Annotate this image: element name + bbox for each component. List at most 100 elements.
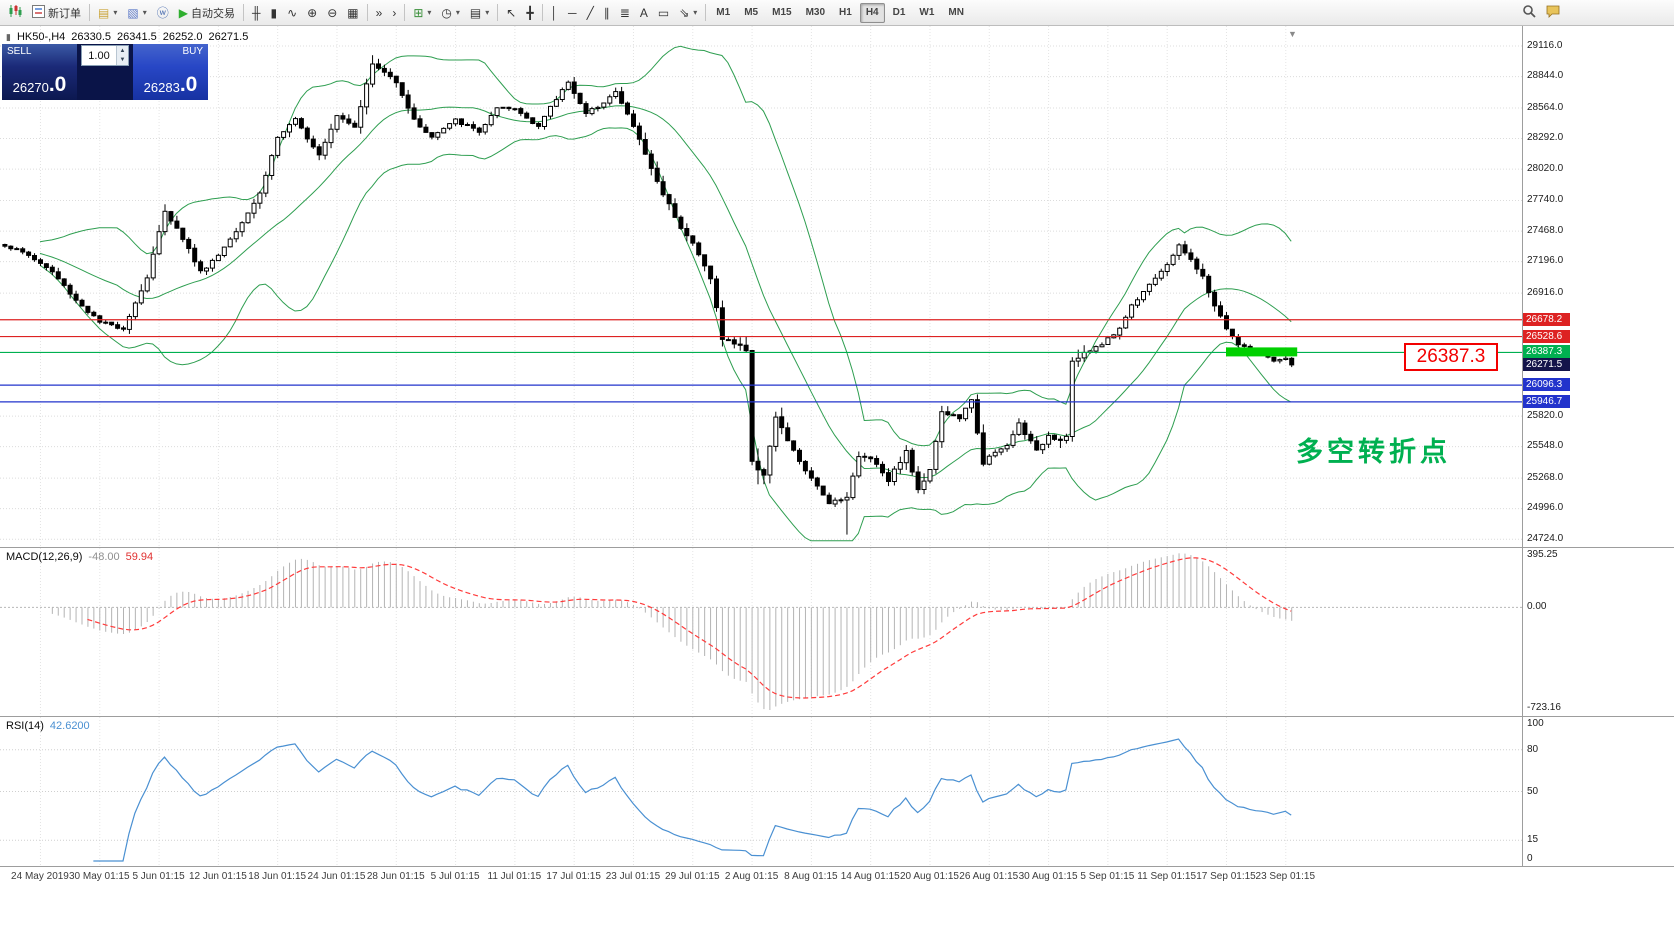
sell-button[interactable]: SELL 26270.0 [2,44,77,100]
horizontal-line-button[interactable]: ─ [563,2,582,24]
sell-label: SELL [7,46,32,57]
sell-price: 26270.0 [12,73,67,97]
profiles-icon[interactable]: ▧ ▾ [122,2,151,24]
timeframe-m1-button[interactable]: M1 [716,7,731,18]
crosshair-button: ╋ [526,5,534,20]
text-label-button[interactable]: ▭ [653,2,674,24]
cursor-button: ↖ [506,5,517,20]
auto-scroll-button[interactable]: » [371,2,388,24]
timeframe-h4-button[interactable]: H4 [859,2,885,23]
price-scale-tick: 25820.0 [1527,409,1564,421]
templates-button-dropdown-arrow: ▾ [485,8,490,17]
toolbar-separator [366,4,368,21]
scroll-to-end-icon: ▼ [1288,29,1297,39]
pane-separator[interactable] [0,547,1674,548]
price-callout[interactable]: 26387.3 [1404,343,1498,371]
buy-button[interactable]: BUY 26283.0 [133,44,208,100]
new-order-button [32,4,45,21]
macd-pane[interactable] [0,548,1522,716]
rsi-pane[interactable] [0,717,1522,866]
date-axis-label: 5 Jul 01:15 [430,871,480,882]
volume-decrease-button[interactable]: ▼ [117,55,128,65]
date-axis-label: 5 Jun 01:15 [132,871,185,882]
indicators-button-dropdown-arrow: ▾ [427,8,432,17]
tile-windows-icon: ▦ [347,5,359,20]
date-axis-label: 29 Jul 01:15 [665,871,720,882]
price-scale-tick: 24724.0 [1527,532,1564,544]
chart-header: ▮ HK50-,H4 26330.5 26341.5 26252.0 26271… [6,31,248,43]
new-chart-icon[interactable]: ▤ ▾ [93,2,122,24]
zoom-out-button[interactable]: ⊖ [322,2,342,24]
templates-button[interactable]: ▤ ▾ [465,2,494,24]
macd-signal-value: 59.94 [125,551,154,563]
tile-windows-icon[interactable]: ▦ [342,2,363,24]
crosshair-button[interactable]: ╋ [521,2,538,24]
volume-box: ▲ ▼ [77,44,133,100]
toolbar: 新订单 ▤ ▾ ▧ ▾ ⓦ ▶ 自动交易 ╫ ▮ ∿ ⊕ ⊖ ▦» › ⊞ ▾ ◷ ▾ ▤ ▾ ↖ ╋ │ ─ ╱ ∥ ≣ A ▭ ⇘ ▾ M1… [0,0,1674,26]
trendline-button[interactable]: ╱ [582,2,599,24]
toolbar-separator [541,4,543,21]
date-axis-label: 11 Sep 01:15 [1137,871,1197,882]
volume-increase-button[interactable]: ▲ [117,46,128,56]
channel-button[interactable]: ∥ [599,2,615,24]
chart-shift-button[interactable]: › [387,2,401,24]
price-scale-tick: 27196.0 [1527,255,1564,267]
channel-button: ∥ [603,5,610,20]
date-axis-label: 17 Jul 01:15 [546,871,601,882]
price-scale-tick: 27740.0 [1527,194,1564,206]
auto-trading-button-label: 自动交易 [190,7,235,20]
search-icon[interactable] [1517,2,1541,24]
arrows-button[interactable]: ⇘ ▾ [674,2,702,24]
candle-chart-button[interactable]: ▮ [265,2,282,24]
candle-icon: ▮ [6,31,11,42]
pane-separator[interactable] [0,866,1674,867]
text-button[interactable]: A [635,2,653,24]
data-window-icon[interactable]: ⓦ [152,2,174,24]
pane-separator[interactable] [0,716,1674,717]
date-axis-label: 24 Jun 01:15 [307,871,366,882]
turning-point-label[interactable]: 多空转折点 [1296,437,1451,467]
symbol-period-label: HK50-,H4 [16,31,66,43]
date-axis-label: 30 May 01:15 [68,871,130,882]
vertical-line-button[interactable]: │ [546,2,564,24]
auto-trading-button[interactable]: ▶ 自动交易 [174,2,240,24]
date-axis-label: 12 Jun 01:15 [188,871,247,882]
new-chart-icon: ▤ [98,5,110,20]
line-chart-button[interactable]: ∿ [282,2,302,24]
timeframe-m5-button[interactable]: M5 [744,7,759,18]
new-order-button[interactable]: 新订单 [27,2,86,24]
text-label-button: ▭ [657,5,670,20]
indicators-button[interactable]: ⊞ ▾ [408,2,436,24]
macd-scale-tick: 0.00 [1527,601,1547,613]
cursor-button[interactable]: ↖ [501,2,521,24]
toolbar-separator [705,4,707,21]
timeframe-w1-button[interactable]: W1 [919,7,935,18]
periods-button-dropdown-arrow: ▾ [455,8,460,17]
zoom-out-button: ⊖ [327,5,338,20]
chat-icon[interactable] [1541,2,1565,24]
timeframe-m15-button[interactable]: M15 [772,7,792,18]
auto-scroll-button: » [375,5,383,20]
price-scale-tick: 28292.0 [1527,132,1564,144]
timeframe-mn-button[interactable]: MN [948,7,964,18]
price-chart[interactable] [0,26,1522,547]
date-axis-label: 28 Jun 01:15 [366,871,425,882]
bar-chart-button: ╫ [251,5,261,20]
macd-indicator-label: MACD(12,26,9) -48.00 59.94 [6,551,153,563]
fibonacci-button[interactable]: ≣ [615,2,635,24]
new-order-button-label: 新订单 [48,7,81,20]
ohlc-high: 26341.5 [117,31,157,43]
zoom-in-button[interactable]: ⊕ [302,2,322,24]
volume-input[interactable] [82,46,116,65]
bar-chart-button[interactable]: ╫ [247,2,266,24]
bollinger-upper [39,45,1292,447]
periods-button[interactable]: ◷ ▾ [436,2,465,24]
date-axis-label: 18 Jun 01:15 [248,871,307,882]
level-highlight-rect[interactable] [1226,347,1298,357]
timeframe-m30-button[interactable]: M30 [805,7,826,18]
timeframe-d1-button[interactable]: D1 [892,7,906,18]
timeframe-h1-button[interactable]: H1 [839,7,852,18]
bollinger-middle [39,105,1292,479]
buy-price: 26283.0 [143,73,198,97]
